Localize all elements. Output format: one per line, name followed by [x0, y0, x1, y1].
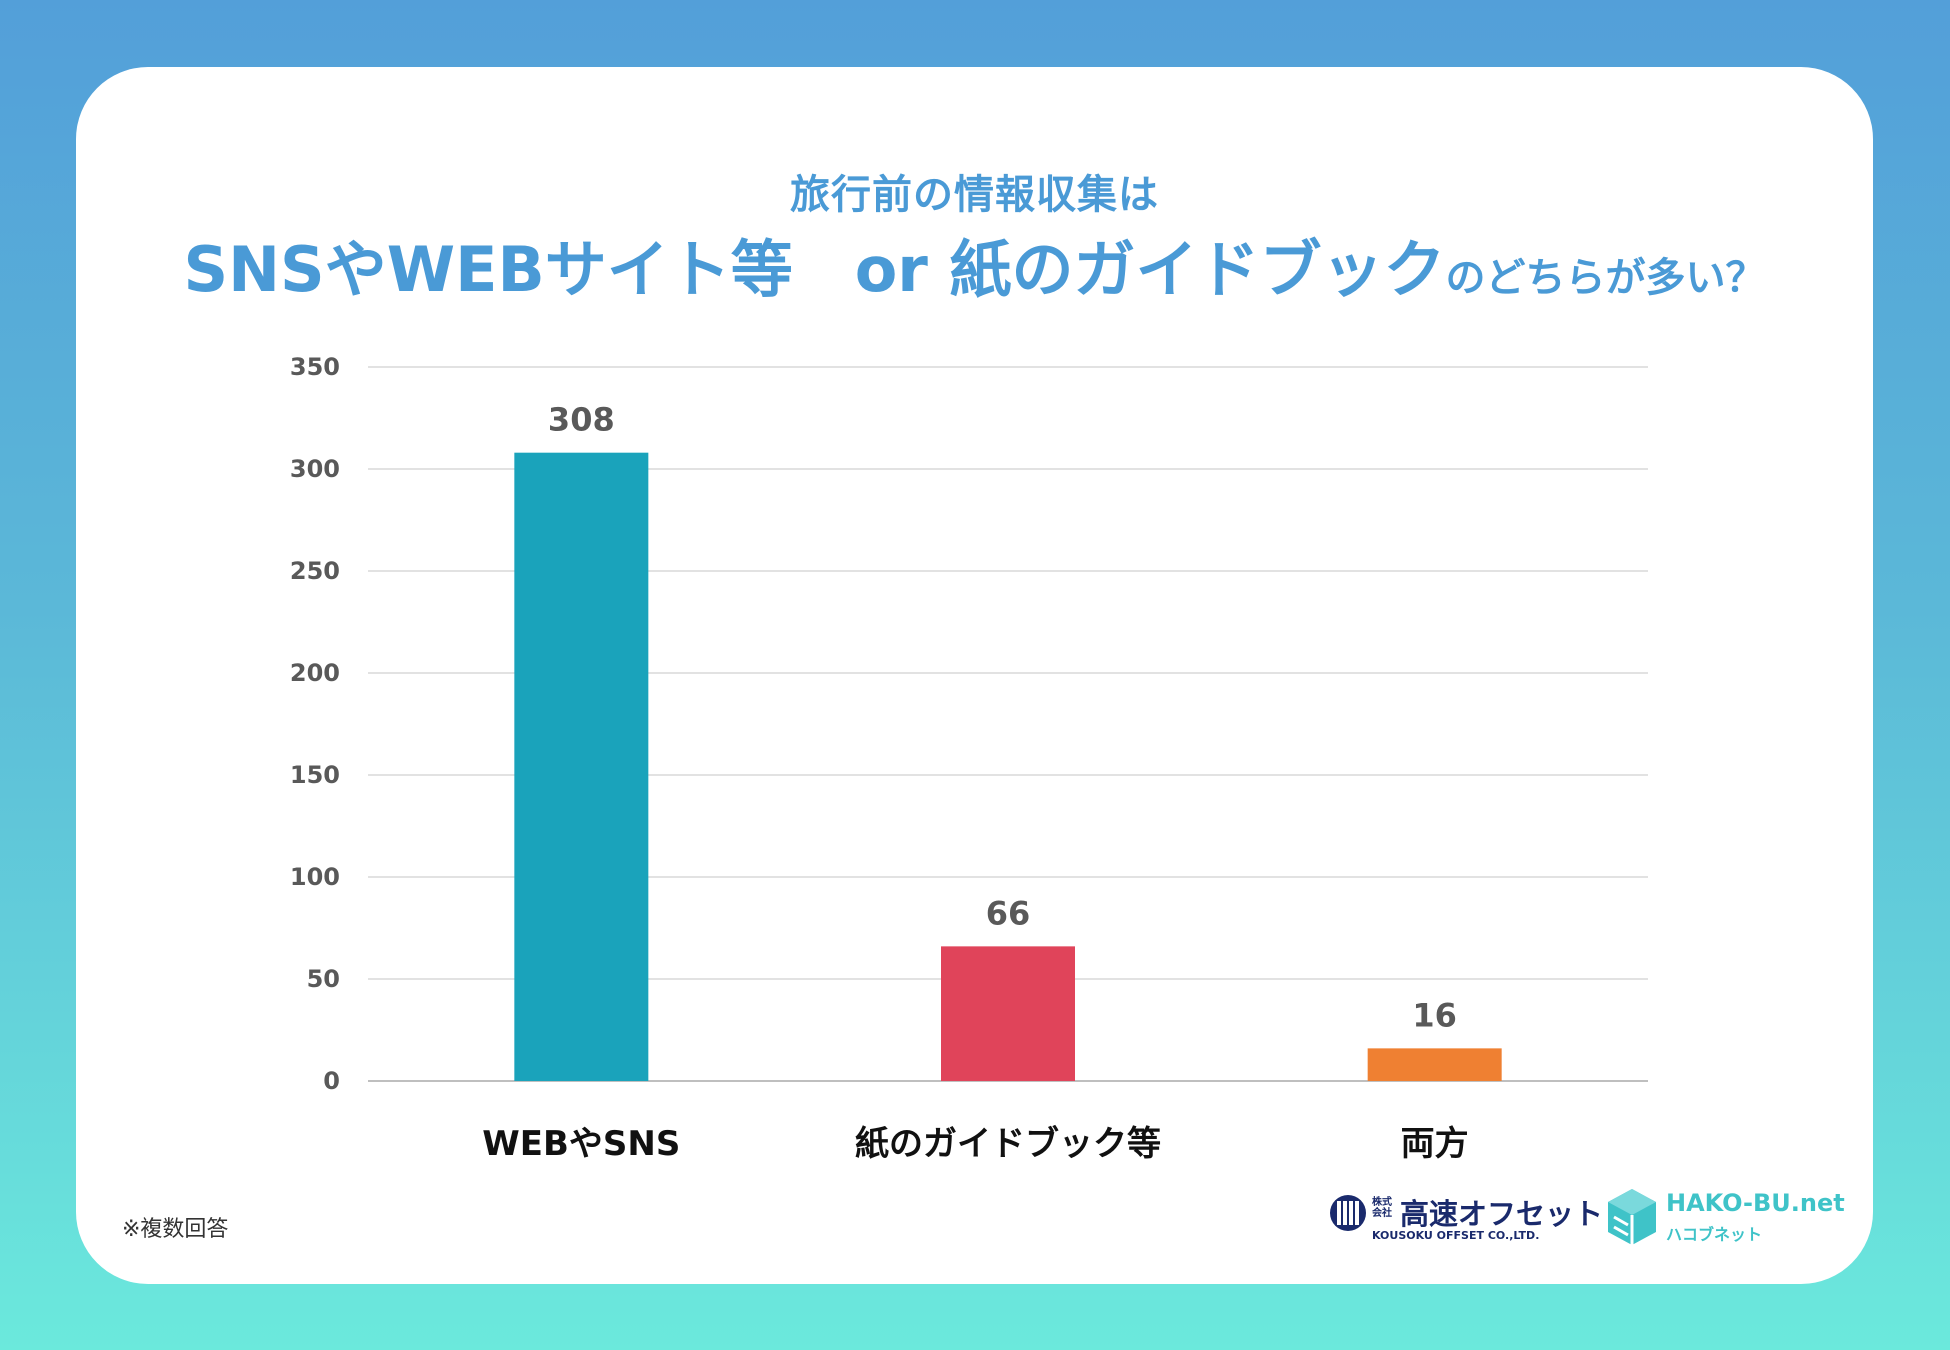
data-label: 66 — [986, 894, 1031, 932]
data-label: 16 — [1412, 996, 1457, 1034]
y-tick-label: 100 — [290, 863, 340, 891]
chart-title-suffix: のどちらが多い？ — [1445, 255, 1766, 301]
hako-bu-logo: HAKO-BU.net ハコブネット — [1604, 1185, 1845, 1251]
x-tick-label: 両方 — [1401, 1124, 1469, 1164]
y-tick-label: 150 — [290, 761, 340, 789]
kousoku-name: 高速オフセット — [1400, 1197, 1604, 1231]
kousoku-english: KOUSOKU OFFSET CO.,LTD. — [1372, 1229, 1540, 1242]
y-tick-label: 0 — [323, 1067, 340, 1095]
hako-bu-name: HAKO-BU.net — [1666, 1189, 1845, 1217]
kousoku-logo-mark-icon — [1330, 1195, 1366, 1231]
card: 旅行前の情報収集は SNSやWEBサイト等 or 紙のガイドブックのどちらが多い… — [76, 67, 1873, 1284]
x-tick-label: WEBやSNS — [482, 1124, 680, 1164]
bar — [941, 946, 1075, 1081]
kousoku-prefix: 株式 会社 — [1372, 1197, 1392, 1219]
hako-bu-sub: ハコブネット — [1666, 1225, 1763, 1244]
y-tick-label: 350 — [290, 353, 340, 381]
x-tick-label: 紙のガイドブック等 — [855, 1124, 1161, 1164]
data-label: 308 — [548, 401, 615, 439]
chart-title-main: SNSやWEBサイト等 or 紙のガイドブック — [183, 233, 1446, 306]
y-tick-label: 200 — [290, 659, 340, 687]
bar — [514, 452, 649, 1081]
y-tick-label: 50 — [307, 965, 340, 993]
chart-title-line2: SNSやWEBサイト等 or 紙のガイドブックのどちらが多い？ — [76, 219, 1873, 309]
hako-bu-cube-icon — [1608, 1189, 1656, 1245]
y-tick-label: 300 — [290, 455, 340, 483]
bar — [1367, 1048, 1502, 1081]
chart-title-line1: 旅行前の情報収集は — [790, 172, 1159, 218]
kousoku-offset-logo: 株式 会社 高速オフセット KOUSOKU OFFSET CO.,LTD. — [1328, 1189, 1603, 1249]
multiple-answer-note: ※複数回答 — [122, 1217, 229, 1242]
y-tick-label: 250 — [290, 557, 340, 585]
bar-chart: 0 50 100 150 200 250 300 350 308 WEBやSNS 66 紙のガイドブッ… — [290, 353, 1648, 1164]
